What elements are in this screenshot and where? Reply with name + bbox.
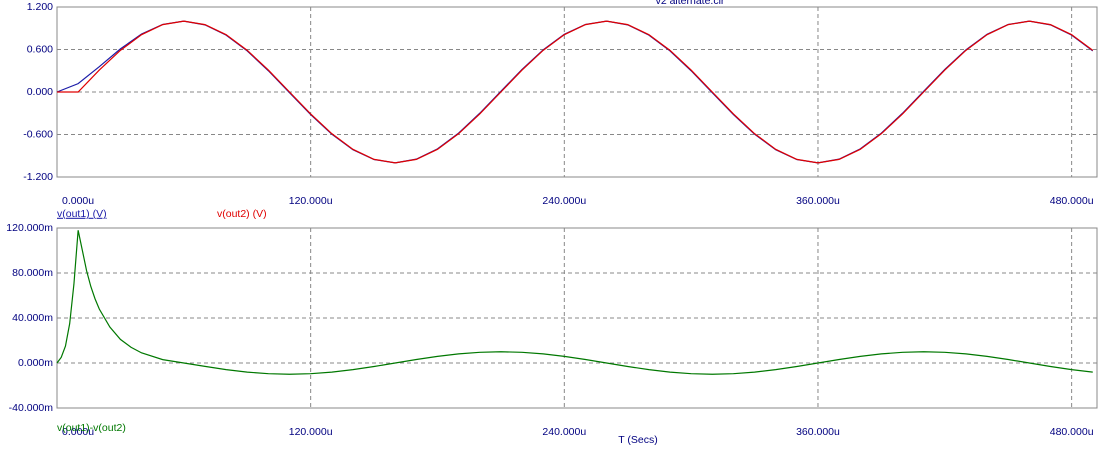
y-tick-label: -40.000m xyxy=(9,402,54,414)
y-tick-label: 0.000m xyxy=(18,357,53,369)
y-tick-label: 120.000m xyxy=(6,222,53,234)
chart-title: v2 alternate.cir xyxy=(656,0,725,7)
x-tick-label: 480.000u xyxy=(1050,195,1094,207)
y-tick-label: -1.200 xyxy=(23,171,53,183)
y-tick-label: 40.000m xyxy=(12,312,53,324)
plot-frame xyxy=(56,227,1098,409)
x-tick-label: 360.000u xyxy=(796,195,840,207)
y-tick-label: 1.200 xyxy=(27,1,53,13)
x-tick-label: 480.000u xyxy=(1050,426,1094,438)
x-tick-label: 240.000u xyxy=(542,195,586,207)
x-tick-label: 120.000u xyxy=(289,195,333,207)
legend-entry: v(out1) (V) xyxy=(57,208,107,220)
x-axis-title: T (Secs) xyxy=(618,434,657,446)
legend-entry: v(out1)-v(out2) xyxy=(57,422,126,434)
y-tick-label: 0.600 xyxy=(27,43,53,55)
y-tick-label: -0.600 xyxy=(23,128,53,140)
x-tick-label: 360.000u xyxy=(796,426,840,438)
x-tick-label: 120.000u xyxy=(289,426,333,438)
trace xyxy=(56,230,1093,375)
x-tick-label: 240.000u xyxy=(542,426,586,438)
legend-entry: v(out2) (V) xyxy=(217,208,267,220)
y-tick-label: 0.000 xyxy=(27,86,53,98)
y-tick-label: 80.000m xyxy=(12,267,53,279)
x-tick-label: 0.000u xyxy=(62,426,94,438)
trace xyxy=(57,20,1094,164)
x-tick-label: 0.000u xyxy=(62,195,94,207)
